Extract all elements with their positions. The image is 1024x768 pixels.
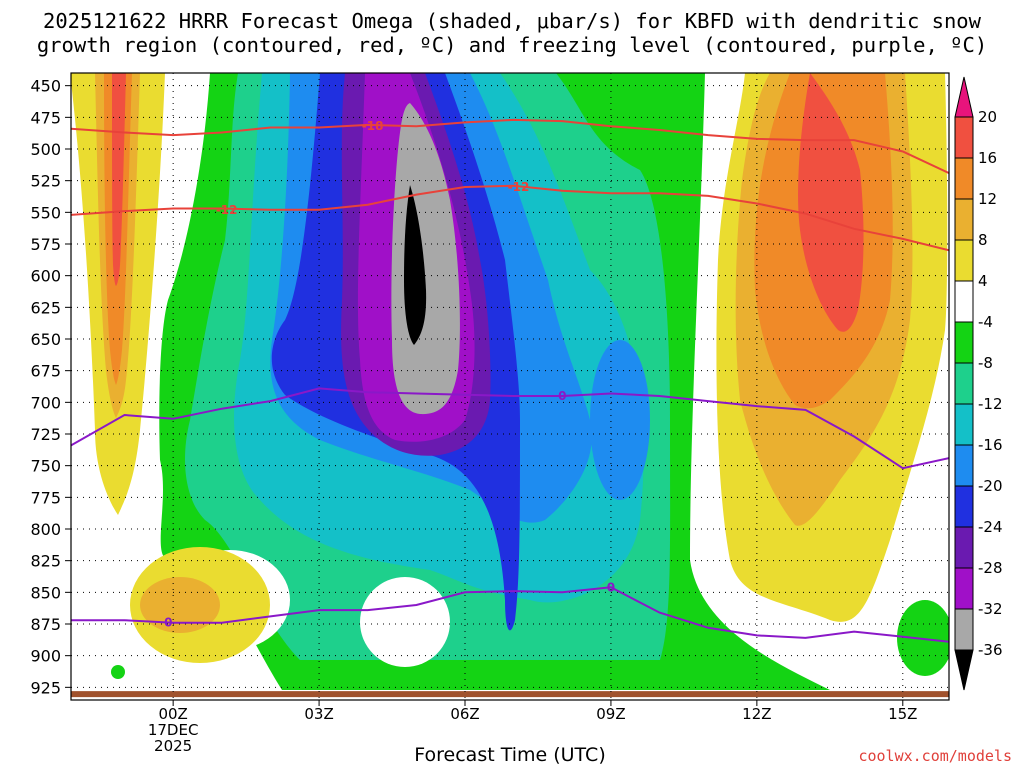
colorbar-segment [954,239,974,282]
shade-black-region [404,185,427,345]
colorbar-tick-label: 8 [978,231,988,249]
y-tick-label: 850 [30,583,61,602]
plot-frame [70,72,950,701]
contour-label: -18 [362,119,384,133]
contour-labels: -12 -18 -12 0 0 0 [164,119,615,630]
y-tick-label: 600 [30,267,61,286]
colorbar-segment [954,157,974,200]
contour-label: 0 [558,389,566,403]
plot-border [70,72,950,701]
shade-lightblue-blob-east [590,340,650,500]
watermark: coolwx.com/models [858,747,1012,765]
temperature-contours [71,118,949,643]
colorbar-tick-label: -28 [978,559,1003,577]
colorbar-segment [954,485,974,528]
colorbar-tick-label: 4 [978,272,988,290]
grid-lines [71,73,949,700]
y-tick-label: 625 [30,298,61,317]
contour-label: 0 [607,580,615,594]
shade-green-blob-east [897,600,949,676]
contour-line-purple [71,586,949,643]
colorbar-tick-label: -8 [978,354,993,372]
shade-green-blob-sw [111,665,125,679]
colorbar-segment [954,444,974,487]
x-tick-date: 17DEC [148,721,199,739]
y-tick-label: 525 [30,172,61,191]
colorbar-segment [954,608,974,651]
contour-label: -12 [508,180,530,194]
x-tick-label: 00Z [158,705,187,723]
chart-title-line2: growth region (contoured, red, ºC) and f… [36,33,988,57]
y-tick-label: 750 [30,457,61,476]
colorbar-segment [954,321,974,364]
y-tick-label: 825 [30,552,61,571]
y-tick-label: 900 [30,647,61,666]
colorbar-tick-label: 12 [978,190,997,208]
colorbar-extend-bottom [954,649,974,691]
y-tick-label: 875 [30,615,61,634]
colorbar-tick-label: 16 [978,149,997,167]
colorbar-tick-label: -32 [978,600,1003,618]
contour-line-red [71,184,949,252]
x-tick-year: 2025 [154,737,192,755]
y-tick-label: 925 [30,678,61,697]
shade-red-east-column [798,73,864,332]
chart-title-line1: 2025121622 HRRR Forecast Omega (shaded, … [43,9,981,33]
y-tick-label: 725 [30,425,61,444]
x-tick-label: 03Z [304,705,333,723]
shade-gray-region [391,103,460,415]
colorbar-tick-label: -20 [978,477,1003,495]
x-tick-label: 12Z [742,705,771,723]
y-axis: 450 475 500 525 550 575 600 625 650 675 700 725 750 7… [30,77,71,697]
y-tick-label: 800 [30,520,61,539]
omega-shading [71,73,949,700]
y-tick-label: 550 [30,203,61,222]
x-tick-label: 15Z [888,705,917,723]
colorbar-segment [954,567,974,610]
colorbar-segment [954,116,974,159]
colorbar-segment [954,198,974,241]
y-tick-label: 575 [30,235,61,254]
contour-line-purple [71,387,949,470]
colorbar-tick-label: 20 [978,108,997,126]
colorbar-segment [954,526,974,569]
contour-line-red [71,118,949,175]
colorbar-tick-label: -4 [978,313,993,331]
colorbar-segment [954,403,974,446]
y-tick-label: 475 [30,108,61,127]
x-axis-label: Forecast Time (UTC) [414,744,606,766]
y-tick-label: 650 [30,330,61,349]
y-tick-label: 675 [30,362,61,381]
colorbar-extend-top [954,76,974,118]
contour-label: -12 [216,203,238,217]
colorbar-tick-label: -12 [978,395,1003,413]
x-tick-label: 09Z [596,705,625,723]
colorbar: -36 -32 -28 -24 -20 -16 -12 -8 -4 4 8 12 16 20 [954,76,1003,691]
shade-gold-south-blob [140,577,220,633]
y-tick-label: 700 [30,393,61,412]
colorbar-tick-label: -24 [978,518,1003,536]
y-tick-label: 450 [30,77,61,96]
colorbar-segment [954,280,974,323]
shade-white-gap-south [360,577,450,667]
shade-red-west-column [112,73,126,286]
colorbar-tick-label: -16 [978,436,1003,454]
y-tick-label: 500 [30,140,61,159]
colorbar-segment [954,362,974,405]
y-tick-label: 775 [30,488,61,507]
x-tick-label: 06Z [450,705,479,723]
colorbar-tick-label: -36 [978,641,1003,659]
ground-terrain [71,691,949,698]
contour-label: 0 [164,616,172,630]
